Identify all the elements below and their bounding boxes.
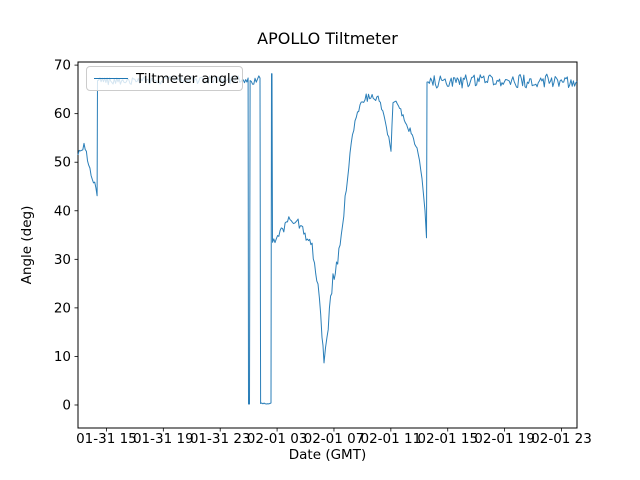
legend-line-sample-icon <box>94 78 128 79</box>
x-tick-label: 02-01 15 <box>417 431 478 447</box>
y-tick-label: 60 <box>54 106 71 122</box>
tiltmeter-series-line <box>77 73 578 405</box>
x-tick-label: 01-31 23 <box>190 431 251 447</box>
x-tick-label: 02-01 03 <box>247 431 308 447</box>
x-tick-label: 01-31 15 <box>76 431 137 447</box>
x-tick-label: 02-01 23 <box>531 431 592 447</box>
x-tick-label: 02-01 07 <box>304 431 365 447</box>
y-tick-label: 30 <box>54 252 71 268</box>
x-tick-label: 02-01 19 <box>474 431 535 447</box>
y-tick-label: 0 <box>62 397 71 413</box>
x-axis-label: Date (GMT) <box>288 447 367 463</box>
x-tick-label: 02-01 11 <box>361 431 422 447</box>
legend-box: Tiltmeter angle <box>86 66 243 91</box>
y-tick-label: 70 <box>54 58 71 74</box>
y-tick-label: 10 <box>54 349 71 365</box>
axes-spines <box>77 61 578 429</box>
y-tick-label: 50 <box>54 155 71 171</box>
legend-label: Tiltmeter angle <box>136 70 239 87</box>
chart-title: APOLLO Tiltmeter <box>257 29 398 48</box>
x-tick-label: 01-31 19 <box>133 431 194 447</box>
y-tick-label: 40 <box>54 203 71 219</box>
y-tick-label: 20 <box>54 300 71 316</box>
